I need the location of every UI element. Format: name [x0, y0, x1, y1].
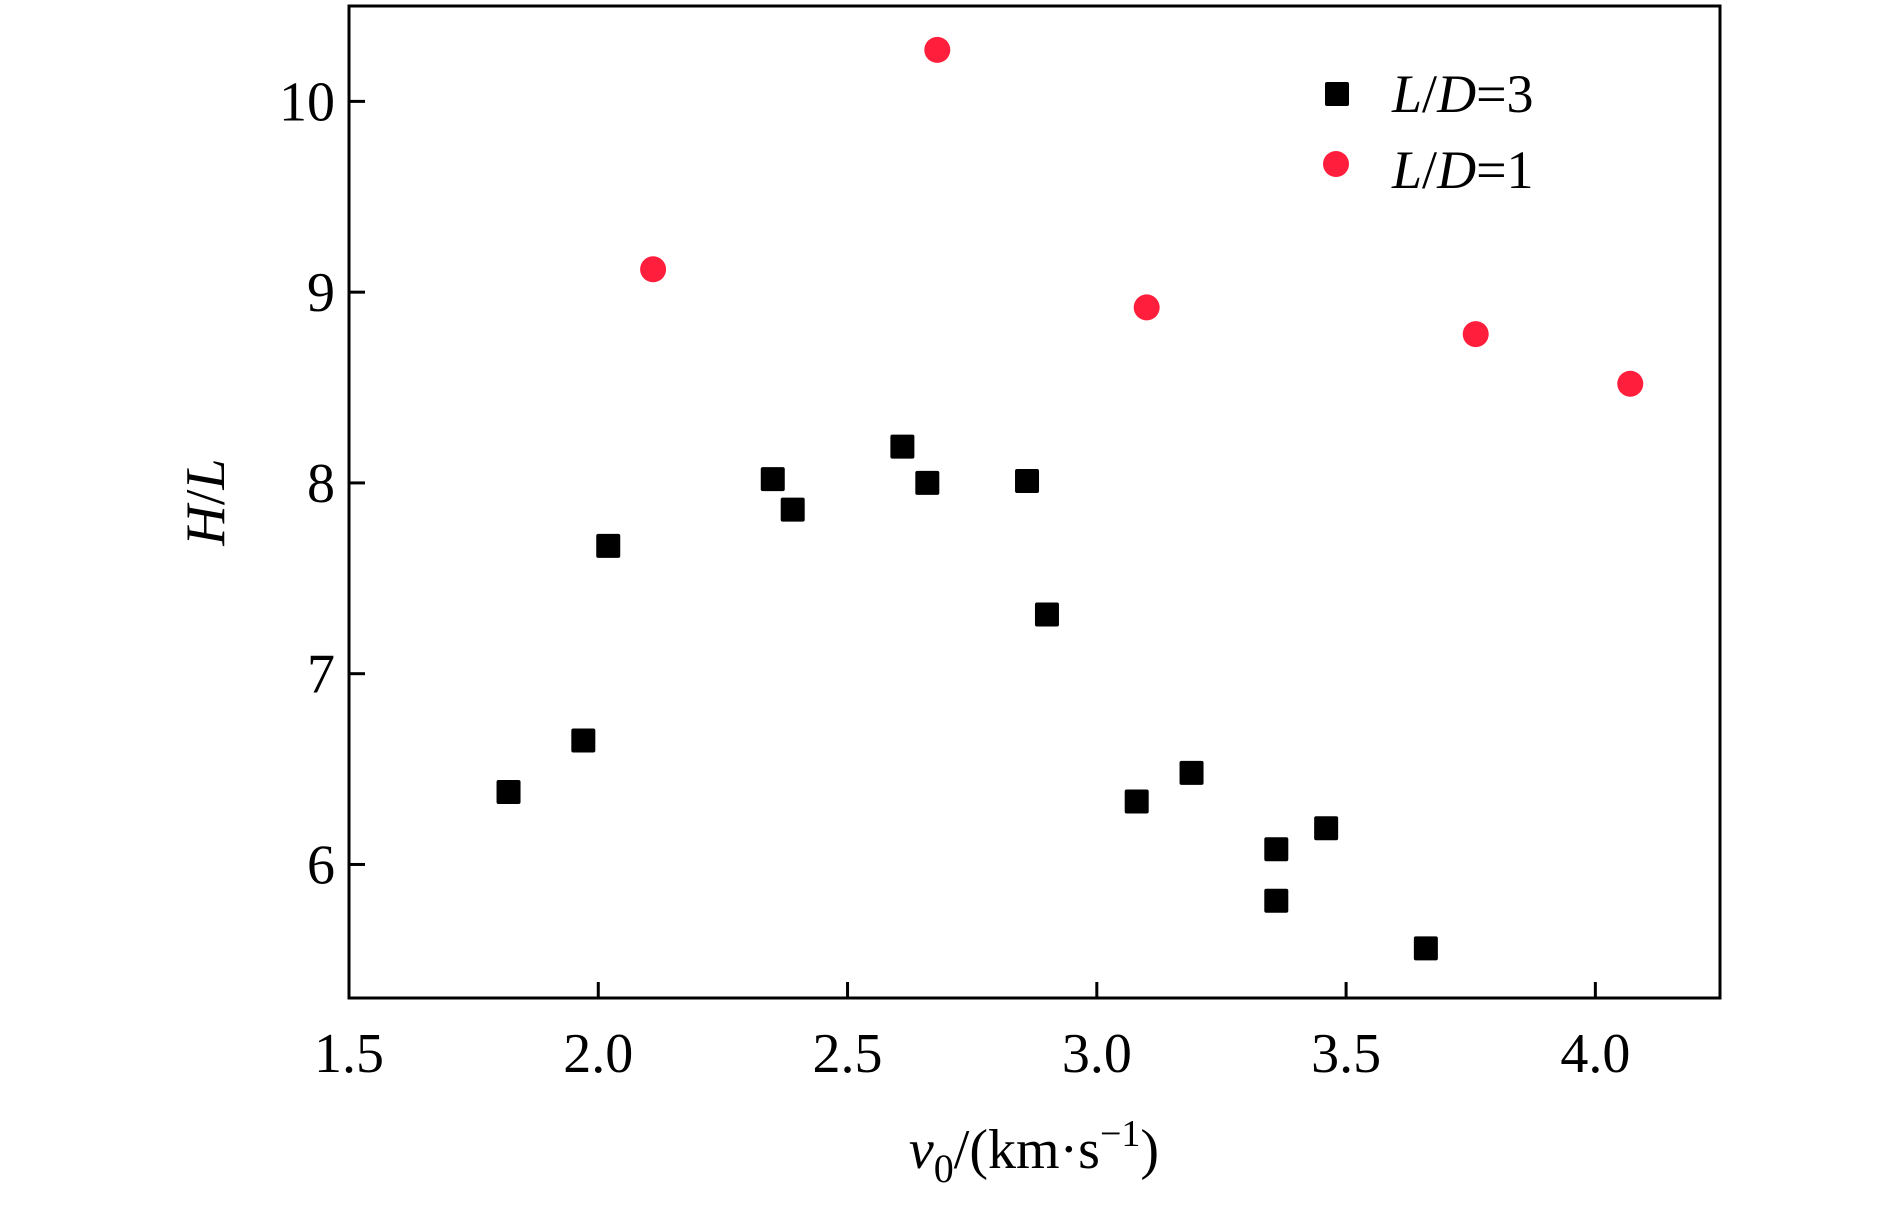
- point-ld3: [1314, 816, 1339, 841]
- point-ld3: [1124, 789, 1149, 814]
- point-ld1: [1462, 321, 1489, 348]
- point-ld3: [890, 434, 915, 459]
- point-ld3: [1034, 602, 1059, 627]
- plot-area: [349, 6, 1720, 998]
- point-ld3: [915, 470, 940, 495]
- y-tick-label: 10: [279, 71, 335, 133]
- point-ld3: [1015, 469, 1040, 494]
- legend-marker-circle: [1323, 151, 1349, 177]
- point-ld3: [1264, 837, 1289, 862]
- point-ld3: [596, 533, 621, 558]
- y-tick-label: 9: [307, 262, 335, 324]
- x-tick-label: 4.0: [1560, 1023, 1630, 1085]
- point-ld3: [1264, 888, 1289, 913]
- legend-label-ld3: L/D=3: [1391, 64, 1534, 124]
- legend: L/D=3 L/D=1: [1323, 64, 1534, 200]
- y-axis-label: H/L: [175, 458, 237, 546]
- point-ld1: [640, 256, 667, 283]
- y-tick-label: 8: [307, 453, 335, 515]
- point-ld3: [496, 779, 521, 804]
- point-ld1: [1133, 294, 1160, 321]
- legend-marker-square: [1325, 82, 1349, 106]
- point-ld3: [760, 467, 785, 492]
- data-points: [496, 36, 1644, 961]
- point-ld3: [571, 728, 596, 753]
- x-tick-label: 2.5: [813, 1023, 883, 1085]
- y-tick-label: 7: [307, 644, 335, 706]
- x-tick-label: 2.0: [563, 1023, 633, 1085]
- point-ld3: [1413, 936, 1438, 961]
- x-tick-label: 3.5: [1311, 1023, 1381, 1085]
- axis-ticks: 1.5 2.0 2.5 3.0 3.5 4.0 6 7 8 9 10: [279, 71, 1630, 1085]
- x-tick-label: 3.0: [1062, 1023, 1132, 1085]
- point-ld1: [924, 36, 951, 63]
- plot-frame: [347, 4, 1722, 1000]
- y-tick-label: 6: [307, 834, 335, 896]
- point-ld3: [780, 497, 805, 522]
- x-tick-label: 1.5: [314, 1023, 384, 1085]
- point-ld3: [1179, 760, 1204, 785]
- x-axis-label: v0/(km·s−1): [909, 1113, 1159, 1191]
- legend-label-ld1: L/D=1: [1391, 140, 1534, 200]
- point-ld1: [1617, 370, 1644, 397]
